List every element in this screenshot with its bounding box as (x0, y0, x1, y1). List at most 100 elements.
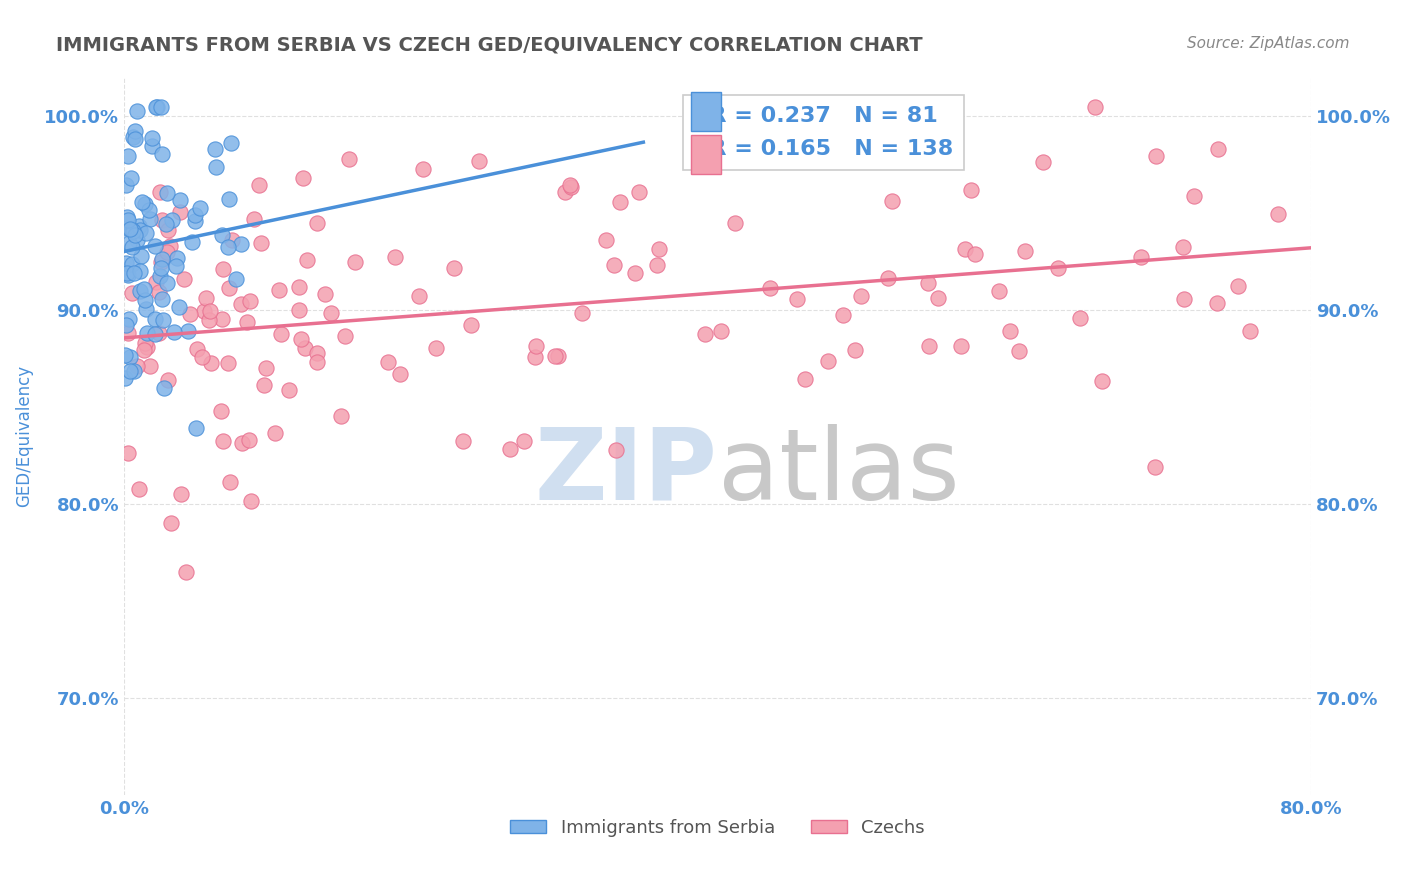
Point (157, 373, 180, 387)
Point (120, 363, 142, 377)
Point (148, 326, 170, 340)
Point (188, 201, 211, 215)
Point (844, 343, 866, 358)
Point (949, 339, 972, 353)
Point (571, 306, 593, 320)
Point (117, 149, 139, 163)
Point (183, 208, 205, 222)
Point (129, 223, 152, 237)
Point (290, 332, 312, 346)
Point (117, 268, 139, 282)
Point (219, 475, 242, 490)
Point (134, 343, 156, 357)
Point (932, 99, 955, 113)
Point (305, 216, 328, 230)
Point (159, 239, 181, 253)
Text: ZIP: ZIP (534, 424, 717, 521)
Point (377, 355, 399, 369)
Point (141, 131, 163, 145)
Point (451, 434, 474, 449)
Point (135, 301, 157, 316)
Point (217, 356, 239, 370)
Point (148, 285, 170, 299)
Point (624, 266, 647, 280)
Point (1084, 99, 1107, 113)
Point (412, 162, 434, 177)
Point (221, 136, 243, 150)
Point (165, 259, 187, 273)
Point (141, 139, 163, 153)
Point (1047, 261, 1070, 276)
Point (236, 315, 259, 329)
Point (153, 381, 176, 395)
Point (389, 367, 412, 381)
Text: atlas: atlas (717, 424, 959, 521)
Point (150, 292, 173, 306)
Point (305, 354, 328, 368)
Point (120, 221, 142, 235)
Point (249, 235, 271, 250)
Point (209, 404, 232, 418)
Point (321, 306, 343, 320)
Point (595, 233, 617, 247)
Point (1130, 250, 1153, 264)
Point (242, 211, 264, 226)
Point (544, 349, 567, 363)
Point (287, 302, 309, 317)
Point (124, 123, 146, 137)
Point (155, 245, 177, 260)
Point (118, 312, 141, 326)
Point (330, 409, 353, 423)
Y-axis label: GED/Equivalency: GED/Equivalency (15, 366, 32, 508)
Point (115, 256, 138, 270)
Point (288, 279, 311, 293)
Point (278, 383, 301, 397)
Text: IMMIGRANTS FROM SERBIA VS CZECH GED/EQUIVALENCY CORRELATION CHART: IMMIGRANTS FROM SERBIA VS CZECH GED/EQUI… (56, 36, 922, 54)
Point (314, 286, 336, 301)
Point (333, 328, 356, 343)
Point (218, 193, 240, 207)
Point (918, 339, 941, 353)
Point (605, 442, 627, 457)
Point (793, 372, 815, 386)
Point (128, 219, 150, 233)
Point (173, 272, 195, 286)
Point (524, 339, 547, 353)
Point (160, 516, 183, 531)
Point (121, 285, 143, 300)
Point (211, 311, 233, 326)
Point (114, 221, 136, 235)
Point (149, 185, 172, 199)
Point (150, 147, 173, 161)
Point (122, 266, 145, 280)
Point (186, 421, 208, 435)
Point (143, 312, 166, 326)
Point (150, 99, 173, 113)
Point (876, 270, 898, 285)
Point (211, 262, 233, 277)
Point (263, 425, 285, 440)
Point (344, 254, 367, 268)
Point (157, 223, 180, 237)
Point (460, 318, 482, 332)
Point (152, 313, 174, 327)
Point (117, 266, 139, 280)
FancyBboxPatch shape (692, 92, 721, 131)
Point (193, 304, 215, 318)
Point (1206, 295, 1229, 310)
Point (547, 350, 569, 364)
Point (129, 284, 152, 298)
Point (247, 178, 270, 192)
Point (628, 185, 651, 199)
Point (134, 336, 156, 351)
Point (443, 260, 465, 275)
Point (498, 442, 520, 456)
Point (121, 223, 143, 237)
Point (155, 217, 177, 231)
Point (117, 213, 139, 227)
Point (179, 307, 201, 321)
Point (267, 284, 290, 298)
Point (831, 309, 853, 323)
Point (156, 186, 179, 201)
Point (156, 276, 179, 290)
